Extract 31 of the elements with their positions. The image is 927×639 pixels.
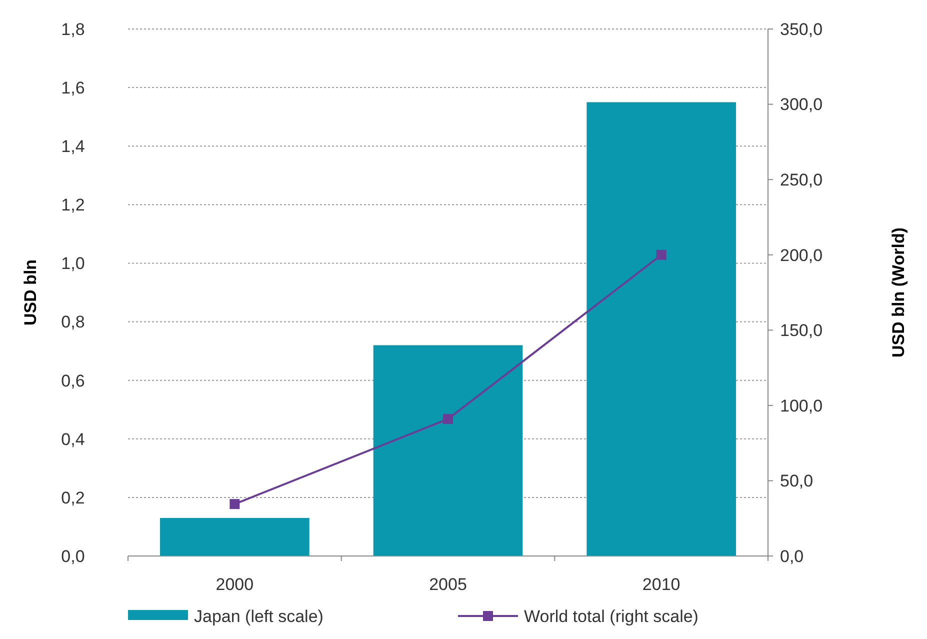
bar [160,518,310,556]
y2-tick-label: 0,0 [780,546,804,566]
y-tick-label: 1,6 [61,78,85,98]
x-tick-label: 2010 [642,575,680,594]
y2-tick-label: 300,0 [780,95,823,114]
legend-label: World total (right scale) [524,606,698,626]
x-tick-label: 2000 [216,575,254,594]
point [230,499,240,510]
y2-axis-title: USD bln (World) [888,228,908,358]
y-tick-label: 1,4 [61,137,85,156]
y-tick-label: 0,2 [61,488,85,508]
y-tick-label: 0,0 [61,546,85,566]
legend-label: Japan (left scale) [194,606,324,626]
y-tick-label: 1,8 [61,20,85,39]
point [656,250,666,260]
y-tick-label: 1,0 [61,254,85,274]
y-tick-label: 0,4 [61,430,85,449]
y-axis-title: USD bln [20,259,40,326]
point [443,414,453,424]
y2-tick-label: 200,0 [780,246,823,265]
y-tick-label: 0,8 [61,312,85,332]
y2-tick-label: 250,0 [780,170,823,190]
y2-tick-label: 150,0 [780,321,823,340]
bar [586,102,736,556]
y-tick-label: 1,2 [61,196,85,215]
y2-tick-label: 100,0 [780,396,823,416]
y2-tick-label: 350,0 [780,20,823,39]
y-tick-label: 0,6 [61,371,85,390]
x-tick-label: 2005 [429,575,467,594]
bar [373,345,523,556]
y2-tick-label: 50,0 [780,472,814,491]
